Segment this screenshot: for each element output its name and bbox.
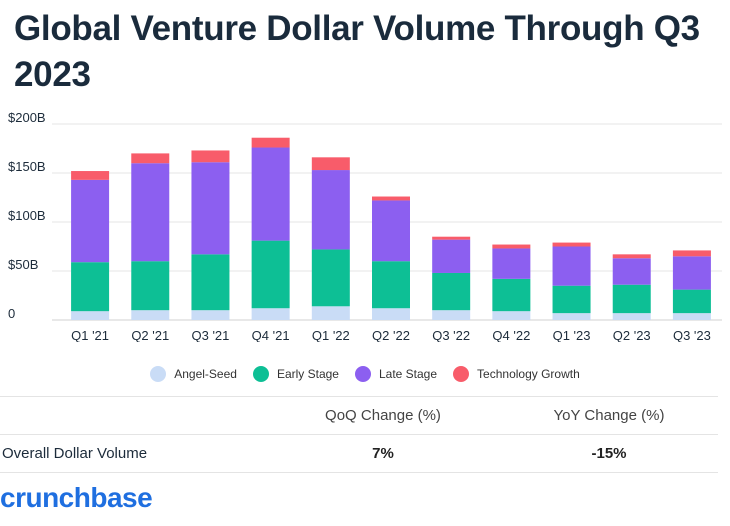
bar-segment-technology-growth (492, 244, 531, 249)
y-tick-label: $150B (8, 159, 46, 174)
bar-segment-late-stage (251, 147, 290, 241)
x-tick-label: Q4 '21 (252, 328, 290, 342)
x-tick-label: Q3 '21 (192, 328, 230, 342)
x-tick-label: Q2 '21 (131, 328, 169, 342)
legend-label: Late Stage (378, 367, 438, 381)
legend-swatch-late-stage (354, 366, 371, 382)
bar-segment-late-stage (492, 248, 531, 279)
bar-segment-angel-seed (672, 313, 711, 320)
legend-label: Technology Growth (477, 367, 580, 381)
legend-item-angel-seed: Angel-Seed (150, 366, 237, 382)
y-tick-label: 0 (8, 306, 15, 321)
yoy-value: -15% (591, 445, 627, 462)
bar-segment-late-stage (131, 163, 170, 262)
bar-segment-angel-seed (131, 310, 170, 320)
table-row: Overall Dollar Volume 7% -15% (0, 434, 718, 473)
change-table: QoQ Change (%) YoY Change (%) Overall Do… (0, 396, 718, 473)
bar-segment-early-stage (612, 284, 651, 314)
bar-segment-late-stage (612, 258, 651, 285)
x-tick-label: Q1 '23 (553, 328, 591, 342)
bar-segment-angel-seed (251, 308, 290, 320)
bar-segment-late-stage (552, 246, 591, 286)
bar-segment-late-stage (311, 170, 350, 250)
legend-item-late-stage: Late Stage (354, 366, 438, 382)
table-header-qoq: QoQ Change (%) (325, 407, 441, 424)
bar-segment-early-stage (311, 249, 350, 307)
bar-segment-technology-growth (552, 242, 591, 247)
qoq-value: 7% (372, 445, 394, 462)
bar-segment-technology-growth (612, 254, 651, 259)
bar-segment-angel-seed (71, 311, 110, 320)
bar-segment-early-stage (191, 254, 230, 311)
bar-segment-angel-seed (552, 313, 591, 320)
bar-segment-late-stage (432, 239, 471, 273)
bar-segment-early-stage (432, 272, 471, 311)
legend-swatch-angel-seed (150, 366, 167, 382)
y-tick-label: $200B (8, 112, 46, 125)
bar-segment-angel-seed (311, 306, 350, 320)
bar-segment-angel-seed (432, 310, 471, 320)
x-tick-label: Q2 '22 (372, 328, 410, 342)
bar-segment-technology-growth (191, 150, 230, 163)
bar-segment-angel-seed (372, 308, 410, 320)
bar-segment-late-stage (191, 162, 230, 255)
bar-segment-angel-seed (492, 311, 531, 320)
bar-segment-early-stage (71, 262, 110, 312)
legend-swatch-technology-growth (453, 366, 470, 382)
x-tick-label: Q4 '22 (492, 328, 530, 342)
bar-segment-technology-growth (432, 236, 471, 240)
bar-segment-early-stage (251, 240, 290, 309)
table-header-yoy: YoY Change (%) (553, 407, 665, 424)
bar-segment-early-stage (131, 261, 170, 311)
bar-segment-early-stage (492, 278, 531, 312)
crunchbase-logo: crunchbase (0, 482, 153, 513)
bar-segment-technology-growth (311, 157, 350, 171)
bar-segment-early-stage (672, 289, 711, 314)
x-tick-label: Q1 '22 (312, 328, 350, 342)
legend-label: Angel-Seed (174, 367, 237, 381)
legend-swatch-early-stage (252, 366, 269, 382)
legend-label: Early Stage (276, 367, 339, 381)
bar-segment-late-stage (372, 200, 410, 262)
legend-item-early-stage: Early Stage (252, 366, 339, 382)
x-tick-label: Q3 '23 (673, 328, 711, 342)
x-tick-label: Q1 '21 (71, 328, 109, 342)
x-tick-label: Q3 '22 (432, 328, 470, 342)
y-tick-label: $50B (8, 257, 38, 272)
chart-legend: Angel-Seed Early Stage Late Stage Techno… (0, 366, 730, 382)
row-label: Overall Dollar Volume (2, 445, 148, 462)
table-header-row: QoQ Change (%) YoY Change (%) (0, 396, 718, 434)
stacked-bar-chart: 0 $50B $100B $150B $200B Q1 '21 Q2 '21 Q3 '21 Q4… (8, 112, 722, 342)
bar-segment-technology-growth (251, 137, 290, 148)
bar-segment-technology-growth (372, 196, 410, 201)
bar-segment-technology-growth (71, 171, 110, 180)
bar-segment-early-stage (552, 285, 591, 314)
y-tick-label: $100B (8, 208, 46, 223)
bar-segment-technology-growth (672, 250, 711, 257)
bar-segment-angel-seed (612, 313, 651, 320)
legend-item-technology-growth: Technology Growth (453, 366, 580, 382)
bar-segment-late-stage (71, 179, 110, 263)
bar-segment-late-stage (672, 256, 711, 290)
chart-title: Global Venture Dollar Volume Through Q3 … (14, 9, 700, 94)
x-tick-label: Q2 '23 (613, 328, 651, 342)
bar-segment-angel-seed (191, 310, 230, 320)
bar-segment-early-stage (372, 261, 410, 309)
bar-segment-technology-growth (131, 153, 170, 164)
